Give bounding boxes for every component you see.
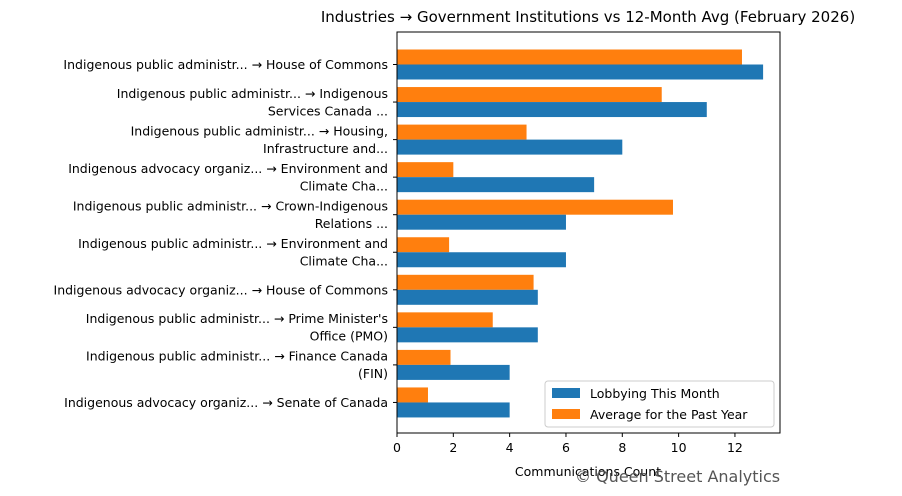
bar-past-year-avg: [397, 49, 742, 65]
bar-this-month: [397, 214, 566, 230]
x-tick-label: 12: [727, 440, 743, 455]
bar-past-year-avg: [397, 199, 673, 215]
bar-this-month: [397, 364, 510, 380]
bar-this-month: [397, 177, 595, 193]
x-tick-label: 8: [618, 440, 626, 455]
bar-past-year-avg: [397, 124, 527, 140]
x-axis: 0 2 4 6 8 10 12: [393, 433, 743, 455]
x-tick-label: 0: [393, 440, 401, 455]
y-tick-label: Indigenous advocacy organiz... → Environ…: [68, 161, 388, 194]
x-axis-label: Communications Count: [515, 464, 661, 479]
watermark: © Queen Street Analytics: [575, 467, 780, 486]
bar-past-year-avg: [397, 87, 662, 103]
y-tick-labels: Indigenous public administr... → House o…: [54, 57, 397, 410]
x-tick-label: 6: [562, 440, 570, 455]
legend-swatch-this-month: [552, 388, 580, 398]
y-tick-label: Indigenous public administr... → House o…: [63, 57, 388, 72]
x-tick-label: 2: [449, 440, 457, 455]
y-tick-label: Indigenous public administr... → Finance…: [86, 349, 388, 382]
legend: Lobbying This Month Average for the Past…: [544, 380, 775, 428]
y-tick-label: Indigenous advocacy organiz... → House o…: [54, 282, 388, 297]
bar-past-year-avg: [397, 387, 428, 403]
x-tick-label: 10: [671, 440, 687, 455]
bar-this-month: [397, 139, 623, 155]
bar-this-month: [397, 64, 764, 80]
bar-past-year-avg: [397, 274, 534, 290]
bar-past-year-avg: [397, 237, 450, 253]
y-tick-label: Indigenous public administr... → Indigen…: [117, 86, 388, 119]
chart-title: Industries → Government Institutions vs …: [321, 8, 855, 26]
bar-this-month: [397, 289, 538, 305]
y-tick-label: Indigenous public administr... → Environ…: [78, 236, 388, 269]
x-tick-label: 4: [506, 440, 514, 455]
bars-group: [397, 49, 764, 418]
legend-label-past-year: Average for the Past Year: [590, 407, 748, 422]
legend-box: [544, 380, 775, 428]
bar-this-month: [397, 252, 566, 268]
bar-this-month: [397, 402, 510, 418]
bar-this-month: [397, 102, 707, 118]
bar-past-year-avg: [397, 162, 454, 178]
y-tick-label: Indigenous public administr... → Prime M…: [86, 311, 388, 344]
legend-swatch-past-year: [552, 409, 580, 419]
bar-past-year-avg: [397, 349, 451, 365]
y-tick-label: Indigenous public administr... → Housing…: [131, 123, 388, 156]
y-tick-label: Indigenous advocacy organiz... → Senate …: [64, 395, 388, 410]
plot-frame: [396, 31, 781, 434]
y-tick-label: Indigenous public administr... → Crown-I…: [73, 198, 388, 231]
bar-this-month: [397, 327, 538, 343]
legend-label-this-month: Lobbying This Month: [590, 386, 720, 401]
bar-past-year-avg: [397, 312, 493, 328]
